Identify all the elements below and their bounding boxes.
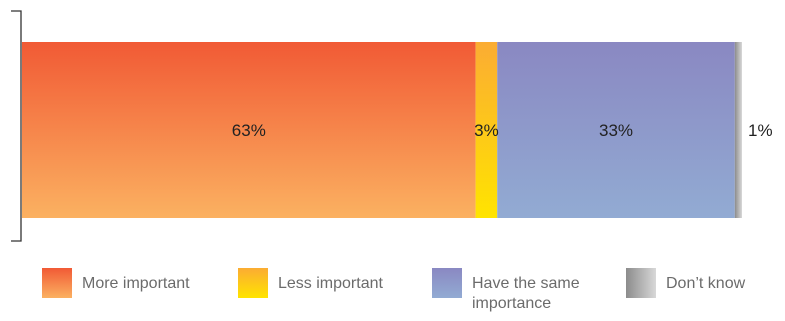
- data-label-less-important: 3%: [474, 121, 499, 140]
- bar-segment-have-the-same-importance: [497, 42, 735, 218]
- legend-label: Have the same importance: [472, 275, 580, 312]
- legend-item-dont-know: Don’t know: [626, 268, 776, 298]
- legend-item-less-important: Less important: [238, 268, 418, 298]
- legend-swatch-same-importance: [432, 268, 462, 298]
- bar-segment-less-important: [475, 42, 498, 218]
- bar-group: [22, 42, 742, 218]
- category-axis-bracket: [11, 10, 22, 242]
- bar-segment-more-important: [22, 42, 476, 218]
- legend-swatch-dont-know: [626, 268, 656, 298]
- legend-label: Less important: [278, 275, 383, 292]
- legend-label: More important: [82, 275, 190, 292]
- bar-segment-don-t-know: [734, 42, 742, 218]
- legend-swatch-less-important: [238, 268, 268, 298]
- data-label-have-the-same-importance: 33%: [599, 121, 633, 140]
- data-label-don-t-know: 1%: [748, 121, 773, 140]
- legend-swatch-more-important: [42, 268, 72, 298]
- data-label-group: 63% 3% 33% 1%: [232, 121, 773, 140]
- legend-item-same-importance: Have the same importance: [432, 268, 600, 314]
- legend-label: Don’t know: [666, 275, 746, 292]
- data-label-more-important: 63%: [232, 121, 266, 140]
- legend-item-more-important: More important: [42, 268, 222, 298]
